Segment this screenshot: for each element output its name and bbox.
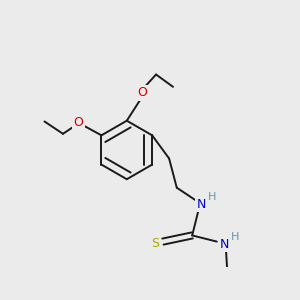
Text: H: H <box>208 192 216 202</box>
Text: S: S <box>151 237 159 250</box>
Text: O: O <box>137 86 147 100</box>
Text: O: O <box>74 116 83 129</box>
Text: H: H <box>231 232 239 242</box>
Text: N: N <box>197 198 206 211</box>
Text: N: N <box>220 238 229 251</box>
